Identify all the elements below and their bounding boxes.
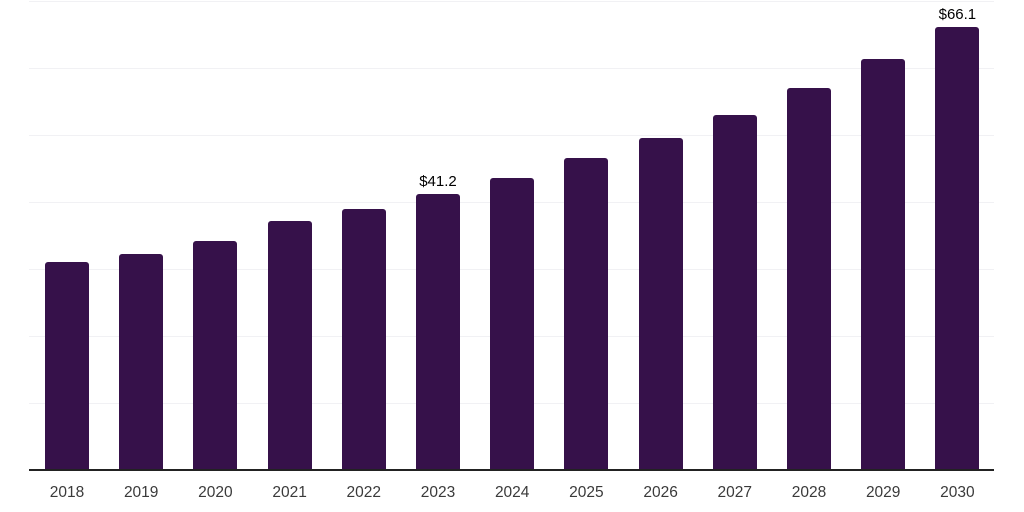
bar-2029 (861, 59, 906, 470)
bar-2027 (712, 114, 757, 470)
tick-label-2028: 2028 (791, 484, 827, 501)
bar-2020 (193, 240, 238, 470)
bar-2022 (341, 208, 386, 470)
data-label-2023: $41.2 (419, 172, 457, 190)
tick-label-2022: 2022 (346, 484, 382, 501)
tick-label-2029: 2029 (865, 484, 901, 501)
x-axis-line (29, 469, 994, 471)
tick-label-2025: 2025 (569, 484, 604, 501)
gridline-50 (29, 135, 994, 136)
tick-label-2020: 2020 (198, 484, 233, 501)
bar-2021 (267, 220, 312, 470)
tick-label-2018: 2018 (49, 484, 85, 501)
tick-label-2030: 2030 (940, 484, 975, 501)
data-label-2030: $66.1 (938, 6, 977, 24)
bar-2019 (119, 254, 164, 470)
tick-label-2021: 2021 (272, 484, 307, 501)
bar-2023 (416, 193, 460, 470)
gridline-70 (29, 1, 994, 2)
tick-label-2024: 2024 (494, 484, 530, 501)
bar-2018 (45, 262, 89, 470)
tick-label-2023: 2023 (420, 484, 456, 501)
tick-label-2026: 2026 (643, 484, 678, 501)
bar-2028 (787, 88, 831, 470)
bar-2030 (935, 27, 980, 470)
bar-2025 (564, 158, 609, 470)
bar-2026 (638, 137, 683, 470)
tick-label-2027: 2027 (717, 484, 753, 501)
gridline-60 (29, 68, 994, 69)
tick-label-2019: 2019 (123, 484, 159, 501)
bar-2024 (490, 177, 535, 470)
